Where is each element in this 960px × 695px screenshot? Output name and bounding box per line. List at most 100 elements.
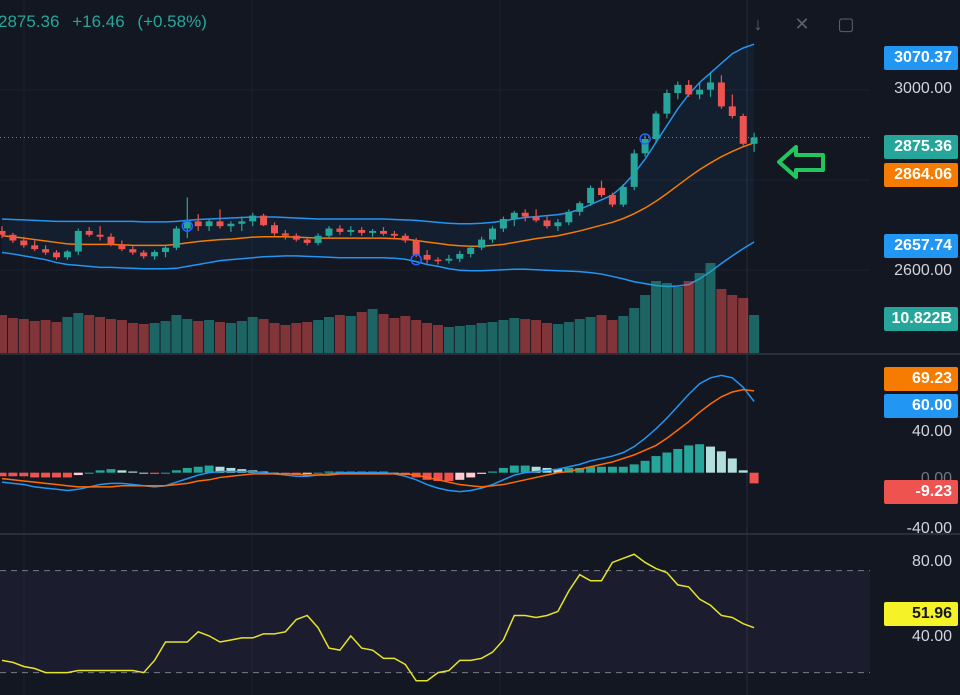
rsi-tick-80: 80.00 bbox=[911, 553, 952, 570]
header-price: 2875.36 bbox=[0, 12, 60, 31]
volume-bar bbox=[454, 326, 465, 353]
volume-bar bbox=[563, 322, 574, 353]
candle-body bbox=[369, 230, 377, 233]
candle-body bbox=[685, 84, 693, 95]
candle-body bbox=[183, 221, 191, 229]
candle-body bbox=[281, 233, 289, 236]
volume-bar bbox=[433, 325, 443, 353]
volume-bar bbox=[73, 313, 84, 353]
volume-bar bbox=[411, 320, 422, 353]
macd-tick-40: 40.00 bbox=[911, 423, 952, 440]
candle-body bbox=[619, 186, 627, 205]
histogram-bar bbox=[84, 472, 94, 474]
candle-body bbox=[728, 106, 736, 116]
volume-bar bbox=[356, 312, 367, 353]
histogram-bar bbox=[553, 469, 563, 473]
histogram-bar bbox=[684, 445, 694, 473]
volume-bar bbox=[149, 323, 160, 353]
histogram-bar bbox=[738, 470, 748, 473]
price-tick-2600: 2600.00 bbox=[894, 262, 952, 279]
candle-body bbox=[162, 247, 169, 253]
signal-tag: 69.23 bbox=[884, 367, 958, 391]
histogram-bar bbox=[607, 466, 617, 473]
candle-body bbox=[717, 82, 725, 107]
candle-body bbox=[587, 187, 595, 204]
histogram-bar bbox=[640, 460, 650, 473]
price-pane[interactable] bbox=[0, 43, 870, 288]
histogram-bar bbox=[498, 467, 508, 473]
histogram-bar bbox=[302, 472, 312, 474]
candle-body bbox=[42, 249, 50, 253]
histogram-bar bbox=[182, 467, 192, 473]
volume-bar bbox=[204, 320, 215, 353]
histogram-bar bbox=[509, 465, 519, 473]
volume-bar bbox=[422, 323, 433, 353]
histogram-bar bbox=[0, 472, 7, 477]
candle-body bbox=[303, 239, 311, 243]
histogram-bar bbox=[95, 470, 105, 473]
candle-body bbox=[608, 195, 616, 205]
candle-body bbox=[510, 212, 518, 219]
collapse-icon[interactable]: ✕ bbox=[794, 13, 810, 34]
volume-bar bbox=[269, 323, 280, 353]
histogram-bar bbox=[117, 470, 127, 473]
last-price-tag: 2875.36 bbox=[884, 135, 958, 159]
volume-bar bbox=[0, 315, 7, 353]
volume-bar bbox=[95, 317, 106, 353]
candle-body bbox=[205, 221, 213, 227]
signal-marker-2 bbox=[639, 133, 651, 145]
candle-body bbox=[532, 216, 540, 221]
histogram-bar bbox=[629, 464, 639, 473]
price-tick-3000: 3000.00 bbox=[894, 80, 952, 97]
histogram-bar bbox=[226, 467, 236, 473]
histogram-bar bbox=[41, 472, 51, 478]
histogram-bar bbox=[171, 470, 181, 473]
histogram-bar bbox=[488, 471, 497, 473]
middle-band-tag: 2864.06 bbox=[884, 163, 958, 187]
candle-body bbox=[521, 212, 529, 217]
histogram-bar bbox=[477, 472, 487, 474]
candle-body bbox=[227, 223, 235, 227]
histogram-bar bbox=[313, 472, 323, 474]
histogram-bar bbox=[150, 472, 160, 474]
price-header: 2875.36 +16.46 (+0.58%) bbox=[0, 12, 215, 32]
volume-bar bbox=[716, 289, 727, 353]
rsi-tick-40: 40.00 bbox=[911, 628, 952, 645]
volume-bar bbox=[367, 309, 378, 353]
header-change-pct: (+0.58%) bbox=[137, 12, 207, 31]
volume-bar bbox=[727, 295, 738, 353]
histogram-bar bbox=[520, 465, 530, 473]
candle-body bbox=[380, 230, 387, 234]
signal-line bbox=[1, 388, 755, 488]
volume-bar bbox=[225, 323, 236, 353]
candle-body bbox=[543, 220, 551, 227]
candle-body bbox=[652, 113, 660, 139]
arrow-left-icon bbox=[777, 145, 825, 179]
arrow-down-icon[interactable]: ↓ bbox=[753, 13, 763, 34]
histogram-bar bbox=[128, 471, 138, 473]
volume-bar bbox=[607, 320, 618, 353]
volume-bar bbox=[116, 320, 127, 353]
volume-bar bbox=[400, 316, 411, 353]
histogram-bar bbox=[597, 466, 606, 473]
candle-body bbox=[140, 252, 148, 257]
candle-body bbox=[576, 203, 584, 212]
macd-pane[interactable] bbox=[0, 374, 759, 493]
histogram-bar bbox=[749, 472, 759, 484]
volume-bar bbox=[585, 317, 596, 353]
signal-marker-1 bbox=[410, 253, 422, 266]
rsi-pane[interactable] bbox=[0, 553, 870, 682]
rsi-band-fill bbox=[0, 570, 870, 673]
candle-body bbox=[74, 230, 82, 252]
candle-body bbox=[707, 82, 714, 90]
histogram-bar bbox=[204, 465, 214, 473]
histogram-bar bbox=[618, 466, 628, 473]
histogram-bar bbox=[19, 472, 29, 477]
candle-body bbox=[314, 235, 322, 243]
maximize-icon[interactable]: ▢ bbox=[837, 13, 855, 34]
histogram-bar bbox=[422, 472, 432, 480]
volume-bar bbox=[291, 323, 302, 353]
candle-body bbox=[194, 221, 202, 227]
volume-bar bbox=[62, 317, 73, 353]
